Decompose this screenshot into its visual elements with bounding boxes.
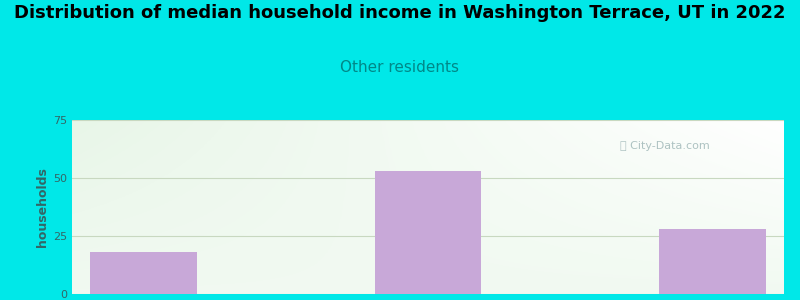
- Bar: [374, 171, 482, 294]
- Text: ⓘ City-Data.com: ⓘ City-Data.com: [620, 141, 710, 151]
- Bar: [90, 252, 197, 294]
- Text: Distribution of median household income in Washington Terrace, UT in 2022: Distribution of median household income …: [14, 4, 786, 22]
- Text: Other residents: Other residents: [341, 60, 459, 75]
- Y-axis label: households: households: [36, 167, 49, 247]
- Bar: [659, 229, 766, 294]
